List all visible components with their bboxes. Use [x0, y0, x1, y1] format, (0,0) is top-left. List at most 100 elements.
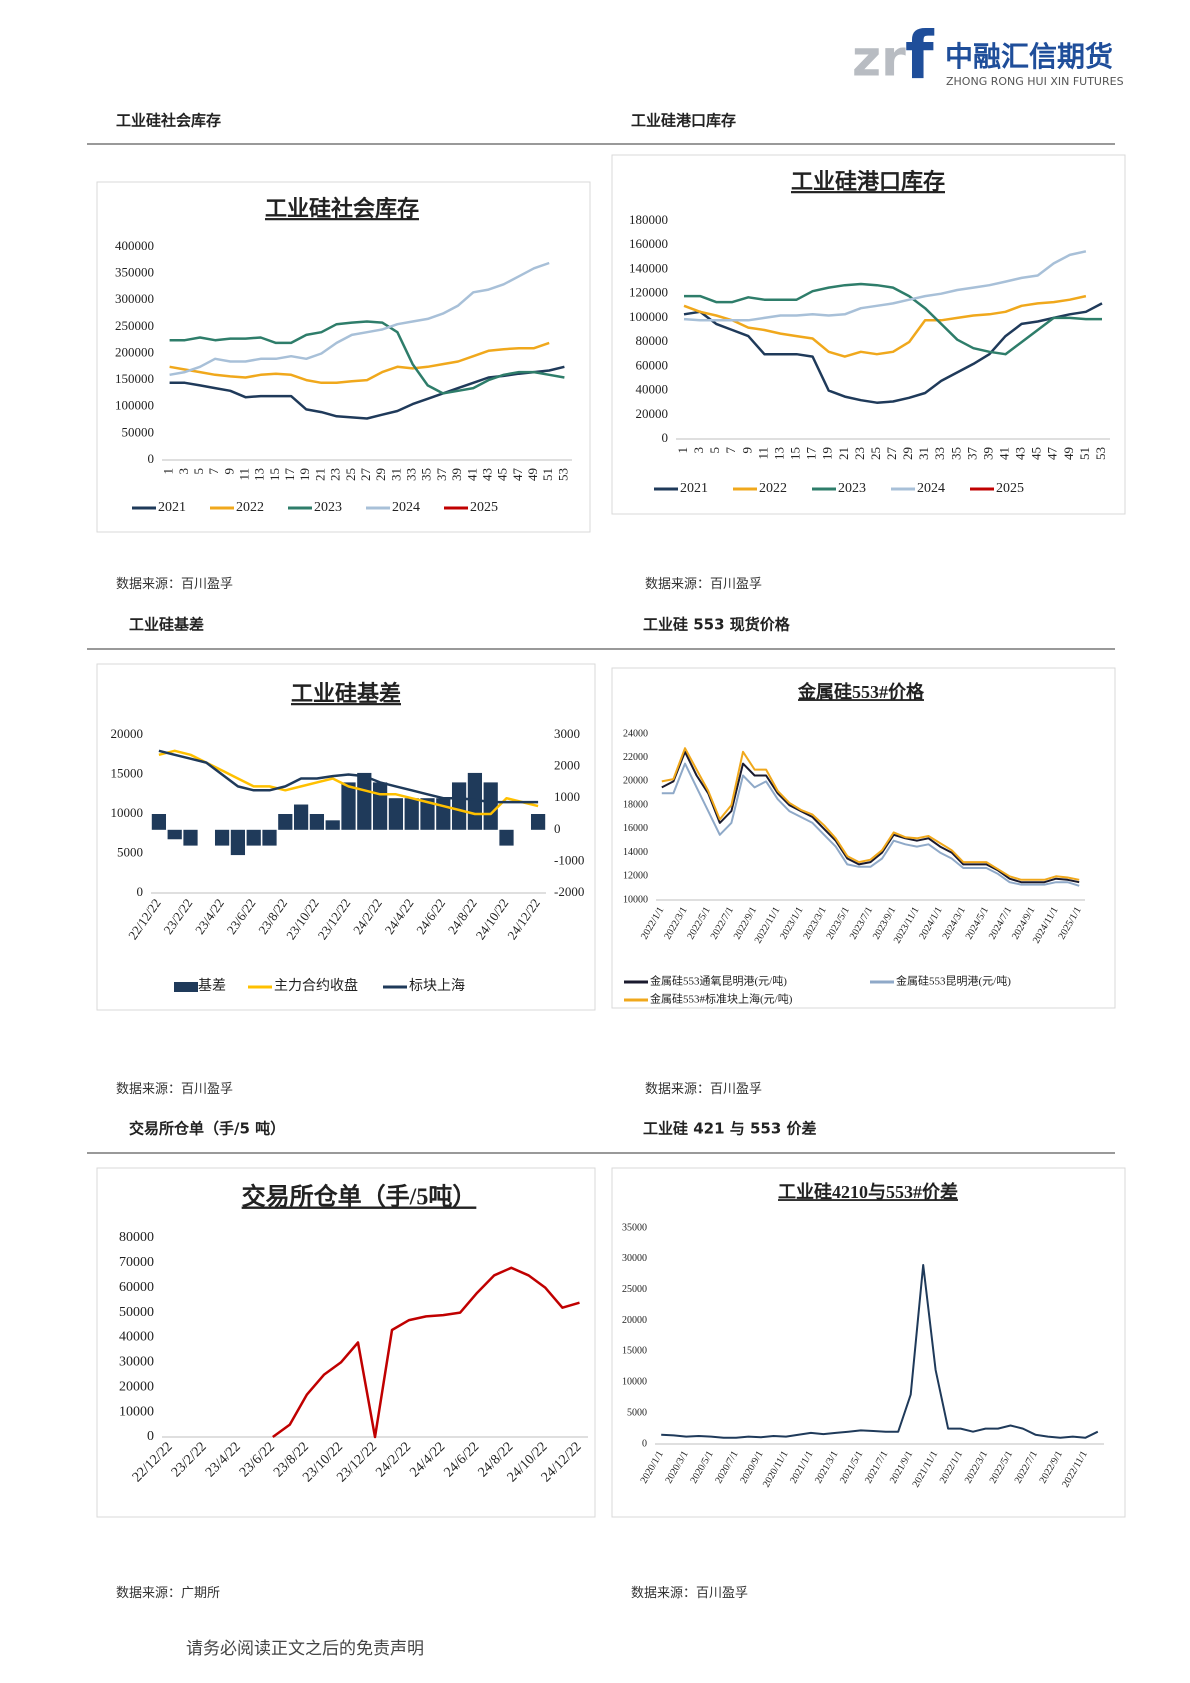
y-tick-label: 120000 — [629, 285, 668, 300]
chart-frame — [96, 663, 596, 1011]
series-line — [158, 749, 539, 816]
x-tick-label: 2021/9/1 — [888, 1449, 915, 1485]
x-tick-label: 11 — [237, 468, 252, 481]
legend-label: 2022 — [759, 481, 787, 496]
x-tick-label: 25 — [868, 447, 883, 460]
x-tick-label: 11 — [755, 447, 770, 460]
series-line — [158, 749, 539, 804]
x-tick-label: 5 — [191, 468, 206, 475]
x-tick-label: 23/4/22 — [203, 1439, 244, 1480]
x-tick-label: 19 — [297, 468, 312, 481]
x-tick-label: 24/2/22 — [350, 896, 385, 937]
y-tick-label: 40000 — [636, 382, 669, 397]
series-line — [661, 1264, 1099, 1439]
section-title: 交易所仓单（手/5 吨） — [129, 1120, 285, 1138]
series-line — [272, 1266, 580, 1439]
brand-en: ZHONG RONG HUI XIN FUTURES — [946, 75, 1124, 88]
x-tick-label: 2020/1/1 — [639, 1449, 666, 1485]
x-tick-label: 35 — [948, 447, 963, 460]
x-tick-label: 19 — [820, 447, 835, 460]
bar — [309, 814, 325, 830]
x-tick-label: 15 — [788, 447, 803, 460]
y-tick-label: 24000 — [623, 728, 648, 739]
x-tick-label: 2020/11/1 — [761, 1449, 791, 1489]
chart-frame — [96, 181, 591, 533]
x-tick-label: 2021/11/1 — [911, 1449, 941, 1489]
x-tick-label: 2022/7/1 — [1013, 1449, 1040, 1485]
x-tick-label: 33 — [932, 447, 947, 460]
y-tick-label: 5000 — [117, 844, 143, 859]
bar — [246, 829, 261, 846]
x-tick-label: 2021/7/1 — [863, 1449, 890, 1485]
x-tick-label: 45 — [495, 468, 510, 481]
series-line — [661, 750, 1080, 884]
bar — [388, 798, 404, 830]
x-tick-label: 29 — [900, 447, 915, 460]
y-tick-label: 30000 — [119, 1355, 154, 1370]
x-tick-label: 41 — [464, 468, 479, 481]
x-tick-label: 17 — [804, 447, 819, 461]
x-tick-label: 22/12/22 — [125, 896, 164, 942]
y-tick-label: 60000 — [636, 357, 669, 372]
x-tick-label: 37 — [434, 468, 449, 482]
bar — [230, 829, 246, 856]
y-tick-label: 25000 — [622, 1284, 647, 1295]
legend-label: 金属硅553通氧昆明港(元/吨) — [650, 974, 787, 988]
x-tick-label: 9 — [739, 447, 754, 454]
legend-label: 主力合约收盘 — [274, 977, 358, 994]
chart-frame — [611, 154, 1126, 515]
logo-f: f — [905, 17, 935, 94]
bar — [183, 829, 198, 846]
bar — [214, 829, 230, 846]
bar — [151, 814, 167, 830]
x-tick-label: 39 — [980, 447, 995, 460]
y-tick-label: 35000 — [622, 1222, 647, 1233]
y-tick-label: 0 — [642, 1438, 647, 1449]
y-tick-label: 10000 — [119, 1404, 154, 1419]
x-tick-label: 17 — [282, 468, 297, 482]
x-tick-label: 31 — [916, 447, 931, 460]
x-tick-label: 43 — [1013, 447, 1028, 460]
legend-label: 2023 — [314, 500, 342, 515]
y-tick-label: 20000 — [111, 726, 144, 741]
source: 数据来源：百川盈孚 — [645, 1081, 762, 1096]
y-tick-label: 15000 — [111, 765, 144, 780]
chart-frame — [611, 1167, 1126, 1518]
source: 数据来源：百川盈孚 — [116, 1081, 233, 1096]
x-tick-label: 47 — [1045, 447, 1060, 461]
y-tick-label: 350000 — [115, 265, 154, 280]
bar — [278, 814, 293, 830]
y-tick-label: 40000 — [119, 1330, 154, 1345]
y-tick-label: 50000 — [122, 424, 155, 439]
x-tick-label: 2022/3/1 — [963, 1449, 990, 1485]
y-tick-label: 100000 — [629, 309, 668, 324]
x-tick-label: 3 — [176, 468, 191, 475]
x-tick-label: 49 — [525, 468, 540, 481]
y-tick-label: 150000 — [115, 371, 154, 386]
bar — [167, 829, 182, 840]
series-line — [684, 282, 1102, 356]
chart-title: 工业硅港口库存 — [791, 169, 945, 194]
series-line — [683, 302, 1103, 404]
y-tick-label: 15000 — [622, 1346, 647, 1357]
series-line — [169, 341, 550, 385]
x-tick-label: 2021/1/1 — [788, 1449, 815, 1485]
bar — [372, 782, 388, 830]
logo: zr f 中融汇信期货 ZHONG RONG HUI XIN FUTURES — [852, 17, 1124, 94]
x-tick-label: 33 — [404, 468, 419, 481]
chart-frame — [611, 667, 1116, 1009]
y2-tick-label: 2000 — [554, 758, 580, 773]
section-title: 工业硅港口库存 — [631, 112, 736, 130]
y-tick-label: 18000 — [623, 799, 648, 810]
x-tick-label: 1 — [675, 447, 690, 454]
legend-label: 2025 — [470, 500, 498, 515]
x-tick-label: 23 — [328, 468, 343, 481]
y-tick-label: 70000 — [119, 1255, 154, 1270]
x-tick-label: 2021/5/1 — [838, 1449, 865, 1485]
x-tick-label: 21 — [836, 447, 851, 460]
bar — [451, 782, 467, 830]
footer: 请务必阅读正文之后的免责声明 — [186, 1639, 424, 1658]
x-tick-label: 31 — [388, 468, 403, 481]
x-tick-label: 13 — [252, 468, 267, 481]
